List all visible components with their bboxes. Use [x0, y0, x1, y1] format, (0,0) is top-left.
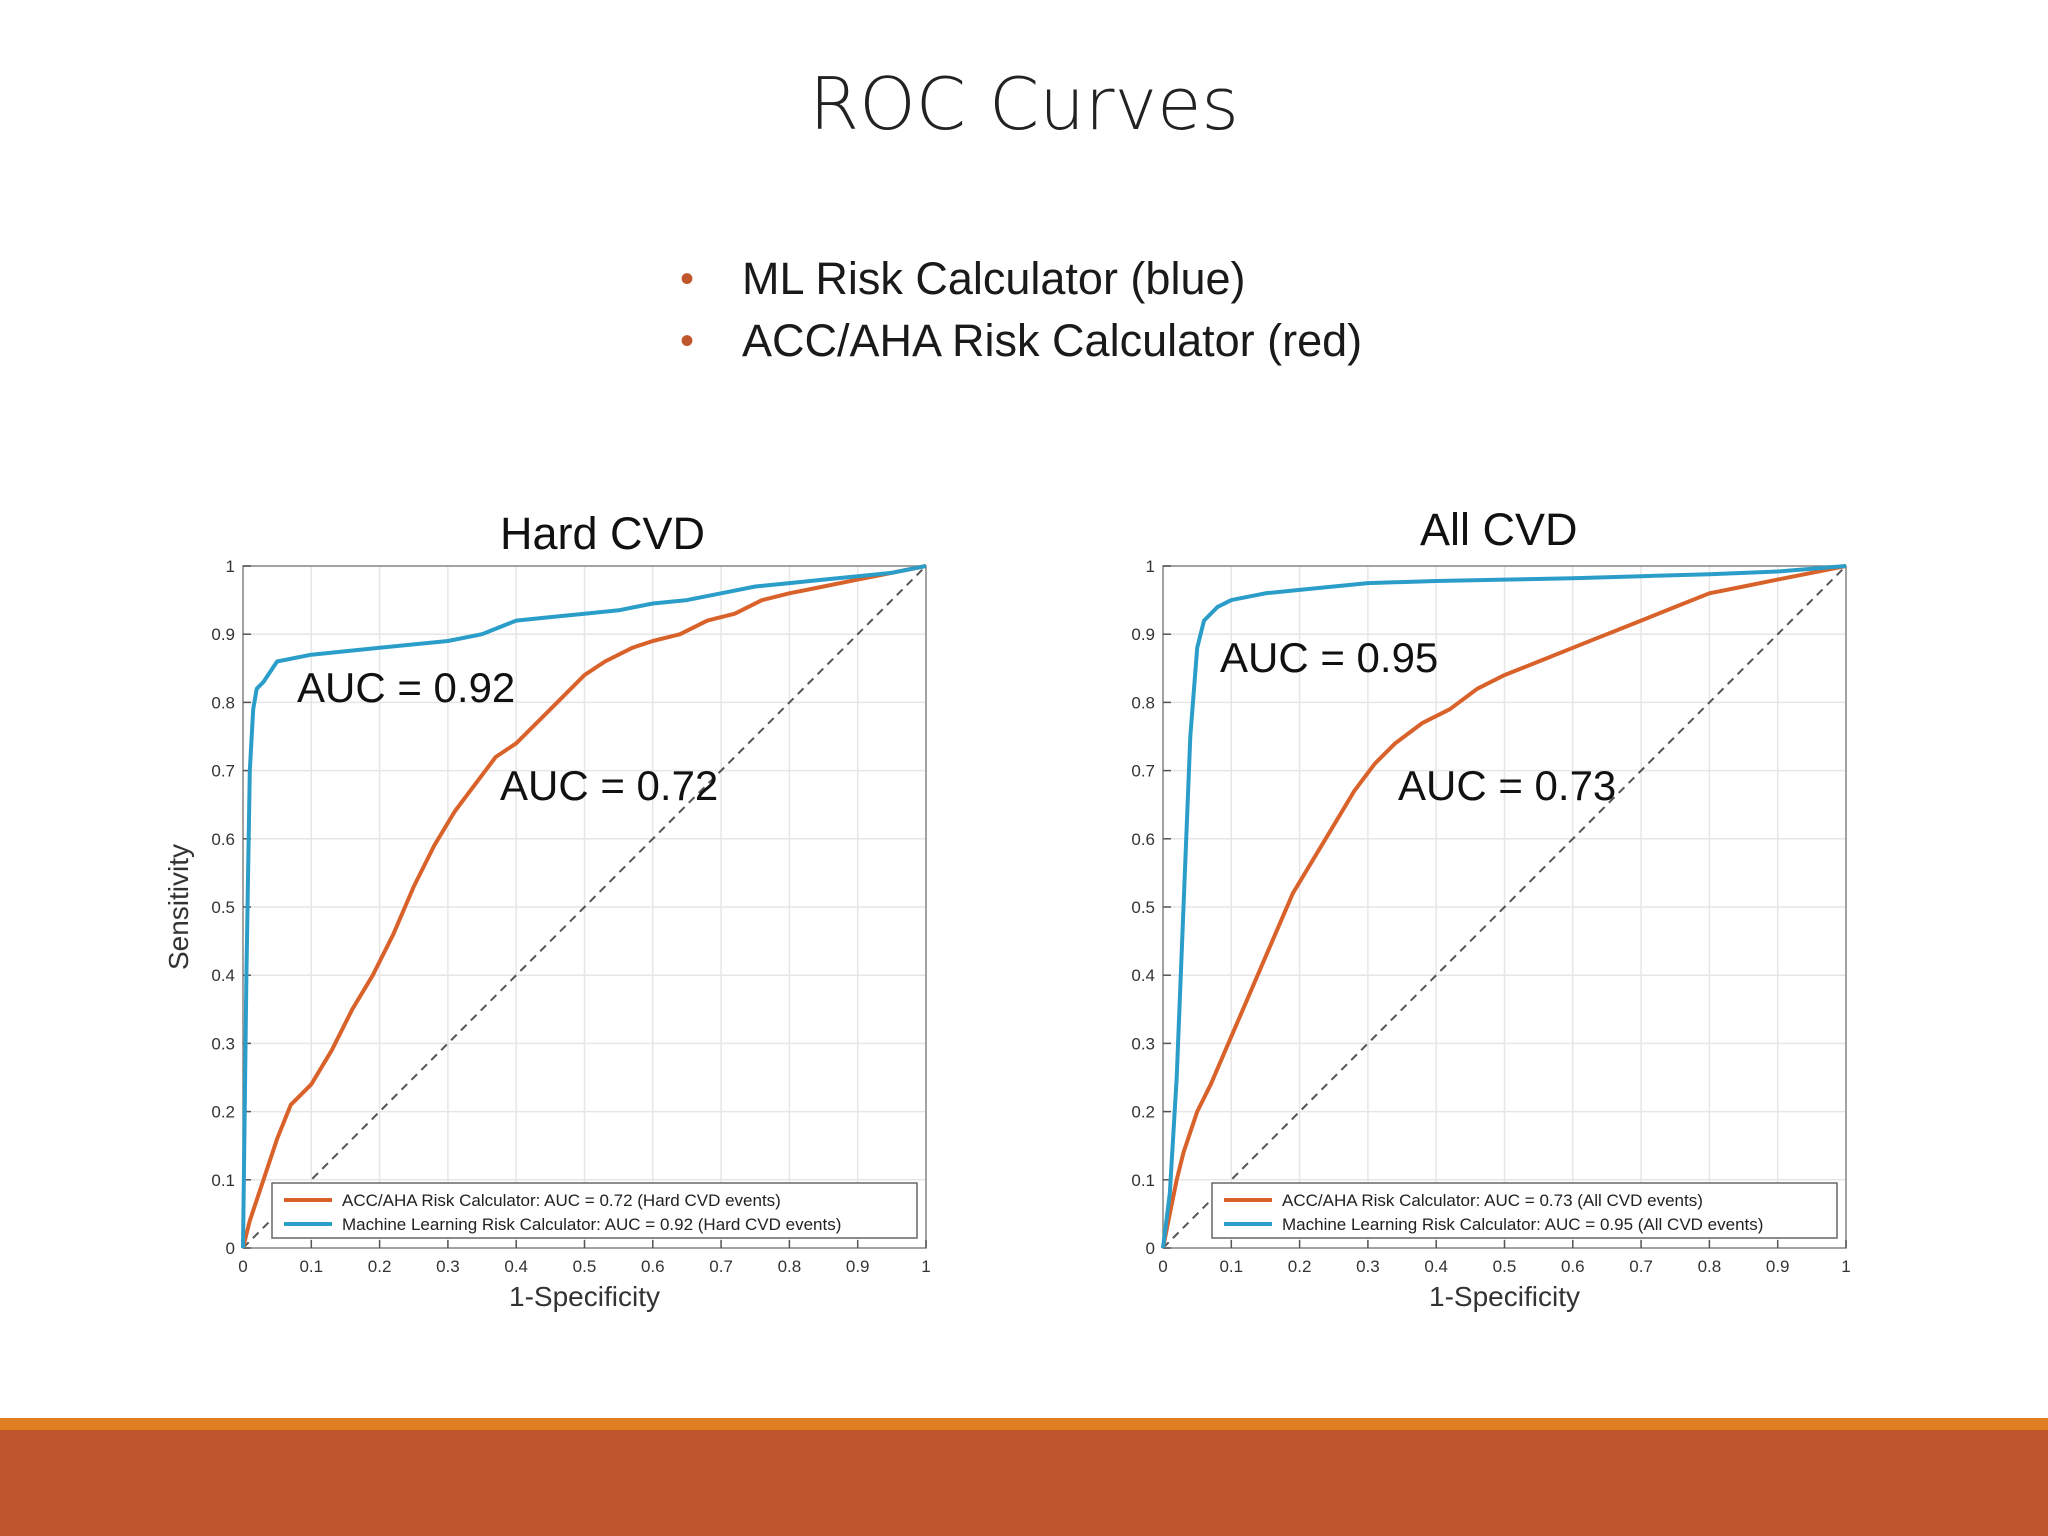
x-tick-label: 0.1 — [299, 1257, 323, 1276]
legend-box — [1211, 1182, 1838, 1239]
x-axis-label: 1-Specificity — [1429, 1281, 1580, 1312]
legend-entry: ACC/AHA Risk Calculator: AUC = 0.73 (All… — [1282, 1191, 1703, 1210]
chance-diagonal-line — [1162, 565, 1847, 1249]
roc-series-line — [1161, 564, 1847, 1249]
bullet-list: • ML Risk Calculator (blue) • ACC/AHA Risk… — [672, 248, 1362, 372]
x-tick-label: 0.3 — [1356, 1257, 1380, 1276]
x-tick-label: 0.7 — [709, 1257, 733, 1276]
auc-annotation: AUC = 0.95 — [1220, 634, 1438, 681]
x-tick-label: 1 — [921, 1257, 930, 1276]
legend-entry: Machine Learning Risk Calculator: AUC = … — [342, 1215, 841, 1234]
roc-series-line — [241, 564, 927, 1249]
y-tick-label: 0.2 — [211, 1103, 235, 1122]
y-tick-label: 0.3 — [211, 1034, 235, 1053]
x-tick-label: 0.2 — [1288, 1257, 1312, 1276]
y-tick-label: 0.5 — [1131, 898, 1155, 917]
y-tick-label: 0 — [226, 1239, 235, 1258]
y-tick-label: 0.6 — [1131, 830, 1155, 849]
chance-diagonal-line — [242, 565, 927, 1249]
y-tick-label: 0.9 — [211, 625, 235, 644]
x-tick-label: 0 — [238, 1257, 247, 1276]
auc-annotation: AUC = 0.73 — [1398, 762, 1616, 809]
y-tick-label: 0 — [1146, 1239, 1155, 1258]
y-tick-label: 0.6 — [211, 830, 235, 849]
chart-title-all-cvd: All CVD — [1420, 504, 1578, 555]
footer-accent-line — [0, 1418, 2048, 1430]
x-tick-label: 0.5 — [573, 1257, 597, 1276]
x-tick-label: 0.9 — [1766, 1257, 1790, 1276]
bullet-item: • ACC/AHA Risk Calculator (red) — [672, 310, 1362, 372]
x-tick-label: 0 — [1158, 1257, 1167, 1276]
bullet-text: ACC/AHA Risk Calculator (red) — [742, 315, 1363, 366]
y-tick-label: 0.8 — [211, 693, 235, 712]
x-tick-label: 0.6 — [1561, 1257, 1585, 1276]
x-axis-label: 1-Specificity — [509, 1281, 660, 1312]
x-tick-label: 0.2 — [368, 1257, 392, 1276]
chart-title-hard-cvd: Hard CVD — [500, 508, 706, 559]
x-tick-label: 0.9 — [846, 1257, 870, 1276]
bullet-item: • ML Risk Calculator (blue) — [672, 248, 1362, 310]
y-axis-label: Sensitivity — [163, 844, 194, 970]
y-tick-label: 0.8 — [1131, 693, 1155, 712]
roc-series-line — [1161, 564, 1847, 1249]
auc-annotation: AUC = 0.72 — [500, 762, 718, 809]
y-tick-label: 0.4 — [1131, 966, 1155, 985]
y-tick-label: 0.1 — [211, 1171, 235, 1190]
y-tick-label: 0.5 — [211, 898, 235, 917]
bullet-text: ML Risk Calculator (blue) — [742, 253, 1246, 304]
y-tick-label: 1 — [226, 557, 235, 576]
y-tick-label: 0.1 — [1131, 1171, 1155, 1190]
y-tick-label: 0.4 — [211, 966, 235, 985]
legend-entry: ACC/AHA Risk Calculator: AUC = 0.72 (Har… — [342, 1191, 781, 1210]
legend-box — [271, 1182, 918, 1239]
bullet-dot: • — [680, 319, 695, 363]
bullet-dot: • — [680, 257, 695, 301]
x-tick-label: 0.1 — [1219, 1257, 1243, 1276]
x-tick-label: 0.8 — [1698, 1257, 1722, 1276]
x-tick-label: 0.4 — [504, 1257, 528, 1276]
auc-annotation: AUC = 0.92 — [297, 664, 515, 711]
x-tick-label: 0.7 — [1629, 1257, 1653, 1276]
y-tick-label: 1 — [1146, 557, 1155, 576]
y-tick-label: 0.7 — [211, 762, 235, 781]
y-tick-label: 0.3 — [1131, 1034, 1155, 1053]
roc-series-line — [241, 564, 927, 1249]
x-tick-label: 0.3 — [436, 1257, 460, 1276]
legend-entry: Machine Learning Risk Calculator: AUC = … — [1282, 1215, 1763, 1234]
y-tick-label: 0.9 — [1131, 625, 1155, 644]
x-tick-label: 0.6 — [641, 1257, 665, 1276]
y-tick-label: 0.2 — [1131, 1103, 1155, 1122]
y-tick-label: 0.7 — [1131, 762, 1155, 781]
x-tick-label: 0.4 — [1424, 1257, 1448, 1276]
x-tick-label: 0.8 — [778, 1257, 802, 1276]
footer-bar — [0, 1430, 2048, 1536]
x-tick-label: 0.5 — [1493, 1257, 1517, 1276]
slide-title: ROC Curves — [809, 62, 1239, 146]
x-tick-label: 1 — [1841, 1257, 1850, 1276]
